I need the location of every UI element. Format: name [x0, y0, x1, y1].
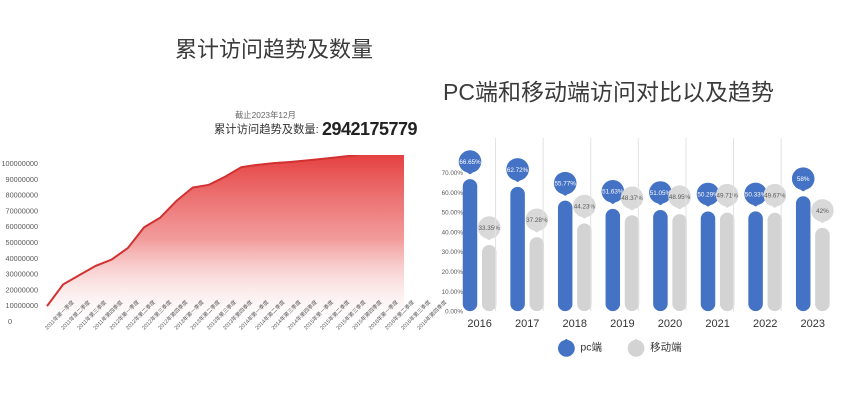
svg-text:44.23%: 44.23% [574, 203, 596, 210]
svg-text:55.77%: 55.77% [555, 181, 577, 188]
svg-text:50000000: 50000000 [6, 238, 38, 247]
svg-text:70.00%: 70.00% [442, 170, 464, 177]
svg-text:移动端: 移动端 [650, 341, 682, 354]
svg-text:40000000: 40000000 [6, 254, 38, 263]
svg-text:20.00%: 20.00% [442, 269, 464, 276]
svg-text:48.37%: 48.37% [621, 195, 643, 202]
svg-text:2020: 2020 [658, 318, 682, 330]
svg-text:37.28%: 37.28% [526, 217, 548, 224]
svg-text:58%: 58% [797, 176, 810, 183]
svg-text:48.95%: 48.95% [669, 194, 691, 201]
svg-text:0: 0 [8, 317, 12, 326]
svg-text:100000000: 100000000 [1, 159, 38, 168]
svg-text:20000000: 20000000 [6, 285, 38, 294]
svg-text:40.00%: 40.00% [442, 229, 464, 236]
svg-text:70000000: 70000000 [6, 206, 38, 215]
svg-text:2017: 2017 [515, 318, 539, 330]
svg-text:2022: 2022 [753, 318, 777, 330]
svg-text:2023: 2023 [801, 318, 825, 330]
svg-text:10.00%: 10.00% [442, 289, 464, 296]
svg-text:2018: 2018 [563, 318, 587, 330]
svg-text:80000000: 80000000 [6, 191, 38, 200]
svg-text:2016: 2016 [467, 318, 491, 330]
svg-text:10000000: 10000000 [6, 301, 38, 310]
svg-text:30.00%: 30.00% [442, 249, 464, 256]
svg-text:30000000: 30000000 [6, 270, 38, 279]
svg-text:60.00%: 60.00% [442, 190, 464, 197]
svg-text:50.00%: 50.00% [442, 210, 464, 217]
svg-text:90000000: 90000000 [6, 175, 38, 184]
svg-text:60000000: 60000000 [6, 222, 38, 231]
svg-text:42%: 42% [816, 208, 829, 215]
svg-text:0.00%: 0.00% [445, 309, 463, 316]
svg-text:49.71%: 49.71% [717, 193, 739, 200]
svg-text:pc端: pc端 [580, 341, 602, 354]
svg-text:2019: 2019 [610, 318, 634, 330]
svg-text:33.35%: 33.35% [479, 225, 501, 232]
svg-text:2021: 2021 [705, 318, 729, 330]
svg-text:49.67%: 49.67% [764, 193, 786, 200]
svg-text:66.65%: 66.65% [459, 159, 481, 166]
svg-text:62.72%: 62.72% [507, 167, 529, 174]
